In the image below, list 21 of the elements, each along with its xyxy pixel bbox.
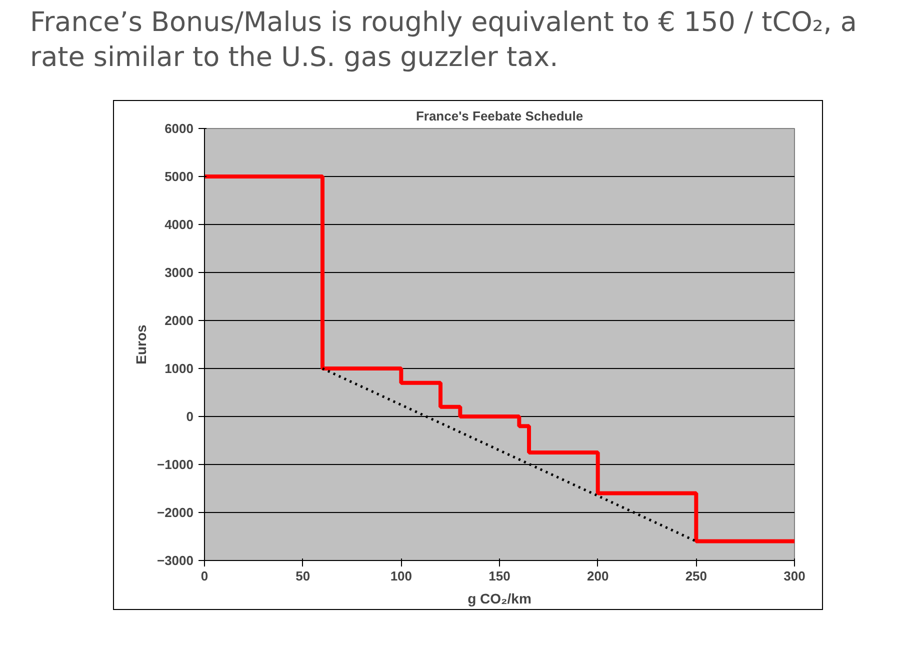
y-tick-label: 2000 bbox=[164, 313, 194, 328]
x-tick-label: 250 bbox=[685, 568, 708, 584]
chart-subtitle: France's Feebate Schedule bbox=[416, 108, 584, 124]
y-axis-title: Euros bbox=[132, 324, 149, 364]
y-tick-label: 4000 bbox=[164, 217, 194, 232]
y-tick-label: 1000 bbox=[164, 361, 194, 376]
y-tick-label: 5000 bbox=[164, 169, 194, 184]
y-tick-label: 6000 bbox=[164, 121, 194, 136]
chart-title: France’s Bonus/Malus is roughly equivalent to € 150 / tCO₂, a rate similar to the U.S. gas guzzler tax. bbox=[30, 6, 858, 76]
x-tick-label: 0 bbox=[200, 568, 208, 584]
y-tick-label: −1000 bbox=[156, 457, 194, 472]
x-tick-label: 300 bbox=[784, 568, 806, 584]
y-tick-label: 0 bbox=[186, 409, 194, 424]
x-axis-title: g CO₂/km bbox=[468, 590, 532, 606]
x-tick-label: 200 bbox=[586, 568, 609, 584]
x-tick-label: 150 bbox=[488, 568, 510, 584]
y-tick-label: −2000 bbox=[156, 505, 194, 520]
y-tick-label: −3000 bbox=[156, 553, 194, 568]
y-tick-label: 3000 bbox=[164, 265, 194, 280]
x-tick-label: 100 bbox=[390, 568, 412, 584]
x-tick-label: 50 bbox=[296, 568, 310, 584]
